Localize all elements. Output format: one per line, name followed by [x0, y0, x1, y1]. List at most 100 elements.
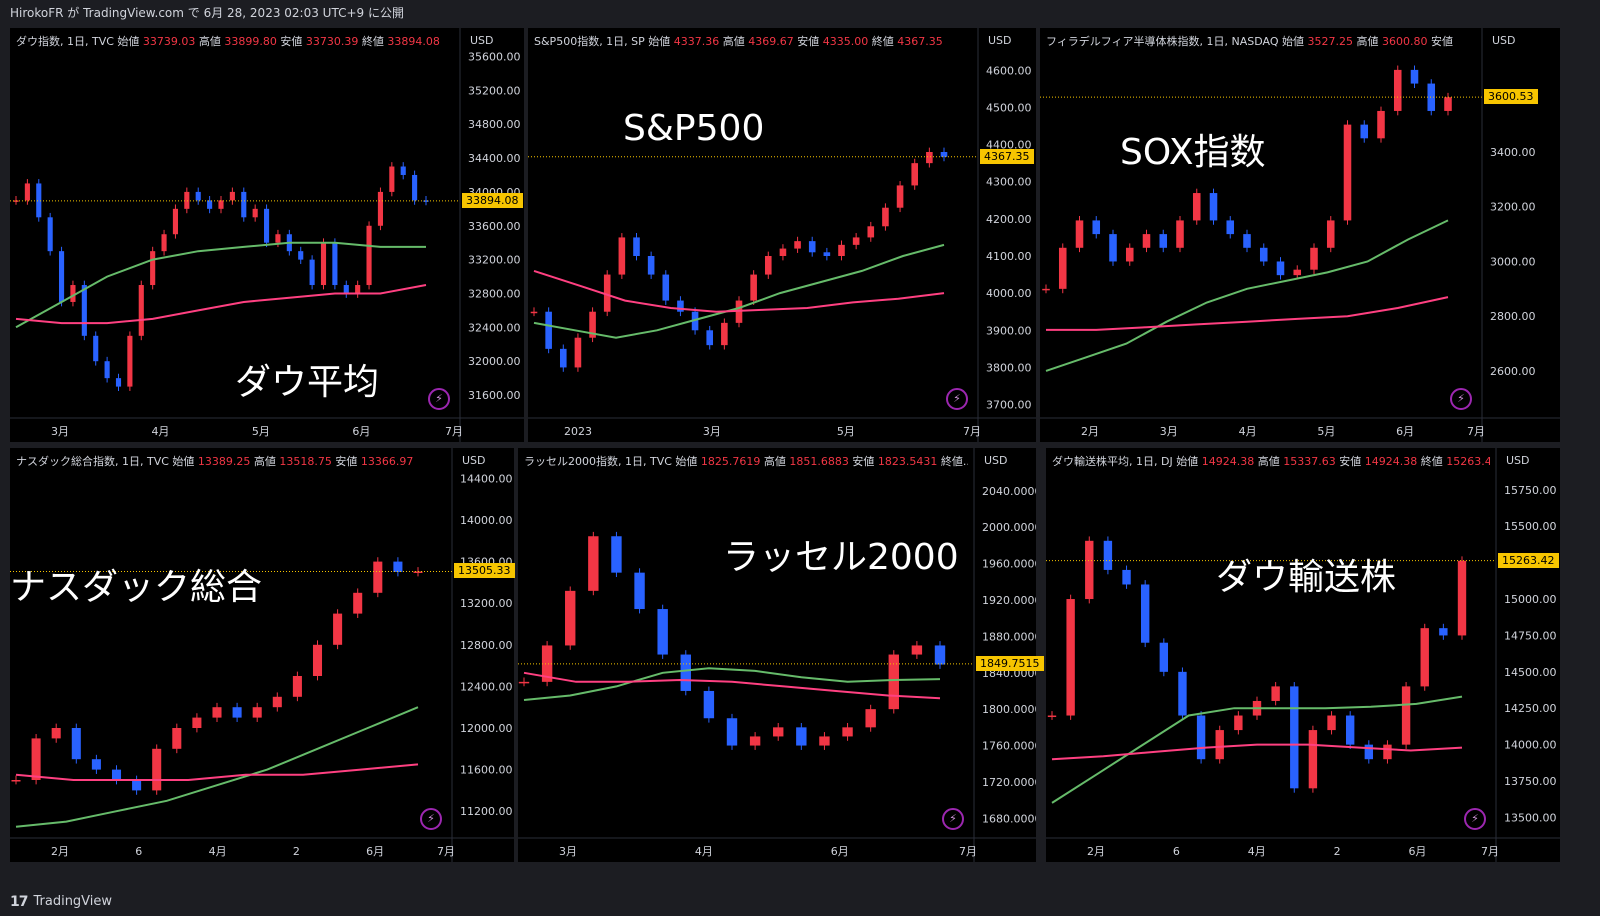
low-label: 安値	[280, 35, 303, 48]
candle-body	[662, 274, 670, 301]
lightning-icon[interactable]: ⚡	[1450, 388, 1472, 410]
candle-body	[1360, 124, 1369, 139]
candle-body	[726, 718, 738, 746]
y-tick-label: 1800.0000	[982, 703, 1036, 716]
high-value: 13518.75	[279, 455, 332, 468]
candle-body	[1058, 247, 1067, 289]
y-tick-label: 32400.00	[468, 321, 521, 334]
candle-body	[353, 592, 363, 614]
ma-line-green	[15, 241, 426, 329]
ma-line-pink	[15, 763, 419, 781]
currency-label: USD	[984, 454, 1008, 467]
candle-body	[749, 736, 761, 746]
candle-body	[263, 208, 270, 243]
x-tick-label: 6月	[352, 425, 370, 438]
currency-label: USD	[470, 34, 494, 47]
x-tick-label: 2023	[564, 425, 592, 438]
y-tick-label: 14750.00	[1504, 629, 1557, 642]
last-price-badge: 1849.7515	[976, 655, 1044, 671]
y-tick-label: 34800.00	[468, 118, 521, 131]
lightning-icon[interactable]: ⚡	[946, 388, 968, 410]
candle-body	[1293, 269, 1302, 276]
y-tick-label: 13500.00	[1504, 811, 1557, 824]
chart-panel-sp500[interactable]: 4600.00 4500.00 4400.00 4300.00 4200.00 4100.…	[528, 28, 1036, 442]
lightning-icon[interactable]: ⚡	[420, 808, 442, 830]
candle-body	[1226, 220, 1235, 235]
candle-body	[389, 166, 395, 192]
candle-body	[93, 335, 99, 362]
ma-line-pink	[1046, 296, 1449, 331]
ma-line-green	[533, 243, 945, 339]
chart-panel-transport[interactable]: 15750.0015500.0015250.0015000.0014750.00…	[1046, 448, 1560, 862]
candle-body	[926, 152, 933, 164]
x-tick-label: 7月	[959, 845, 977, 858]
low-value: 4335.00	[822, 35, 869, 48]
chart-svg: 15750.0015500.0015250.0015000.0014750.00…	[1046, 448, 1560, 862]
chart-panel-nasdaq[interactable]: 14400.00 14000.00 13600.00 13200.00 12800.00…	[10, 448, 515, 862]
low-value: 1823.5431	[877, 455, 938, 468]
candle-body	[36, 183, 42, 218]
x-tick-label: 2月	[1087, 845, 1105, 858]
candle-body	[1343, 124, 1352, 221]
candle-body	[796, 727, 807, 746]
candle-body	[152, 748, 162, 791]
x-tick-label: 3月	[1160, 425, 1178, 438]
candle-body	[71, 728, 81, 760]
candle-body	[91, 759, 101, 770]
x-tick-label: 6	[135, 845, 142, 858]
candle-body	[161, 234, 167, 252]
x-tick-label: 2月	[1081, 425, 1099, 438]
close-value: 4367.35	[897, 35, 943, 48]
candle-body	[888, 654, 899, 710]
candle-body	[1159, 234, 1168, 248]
chart-panel-dow[interactable]: 35600.0035200.0034800.0034400.0034000.00…	[10, 28, 524, 442]
candle-body	[1383, 744, 1392, 760]
candle-body	[691, 311, 699, 331]
x-tick-label: 3月	[559, 845, 577, 858]
candle-body	[252, 208, 258, 218]
chart-panel-russell[interactable]: 2040.0000 2000.0000 1960.0000 1920.0000 1880…	[518, 448, 1044, 862]
y-tick-label: 4300.00	[986, 176, 1032, 189]
candle-body	[1393, 69, 1402, 111]
low-value: 13366.97	[360, 455, 414, 468]
candle-body	[794, 241, 801, 249]
lightning-icon[interactable]: ⚡	[1464, 808, 1486, 830]
candle-body	[603, 274, 611, 312]
y-tick-label: 4200.00	[986, 213, 1032, 226]
candle-body	[1327, 715, 1336, 731]
low-label: 安値	[335, 455, 358, 468]
y-tick-label: 3200.00	[1490, 201, 1536, 214]
candle-body	[633, 237, 640, 256]
y-tick-label: 3000.00	[1490, 255, 1536, 268]
lightning-icon[interactable]: ⚡	[942, 808, 964, 830]
candle-body	[343, 285, 349, 294]
candle-body	[252, 707, 262, 718]
y-tick-label: 15500.00	[1504, 520, 1557, 533]
close-label: 終値...	[940, 455, 968, 468]
y-tick-label: 32800.00	[468, 287, 521, 300]
candle-body	[132, 780, 142, 791]
candle-body	[115, 378, 122, 387]
ma-line-green	[1045, 219, 1449, 372]
footer-brand: 17 TradingView	[10, 888, 112, 916]
candle-body	[1290, 686, 1299, 789]
candle-body	[31, 738, 41, 780]
candle-body	[1234, 715, 1243, 731]
last-price-badge: 13505.33	[454, 563, 515, 579]
x-tick-label: 4月	[695, 845, 713, 858]
close-label: 終値	[361, 35, 384, 48]
candle-body	[588, 536, 599, 591]
x-tick-label: 6月	[831, 845, 849, 858]
candle-body	[1259, 247, 1268, 262]
low-label: 安値	[1339, 455, 1362, 468]
y-tick-label: 4100.00	[986, 250, 1032, 263]
lightning-icon[interactable]: ⚡	[428, 388, 450, 410]
currency-label: USD	[1492, 34, 1516, 47]
candle-body	[867, 226, 875, 238]
chart-panel-sox[interactable]: 3400.00 3200.00 3000.00 2800.00 2600.00 2月 3月 4…	[1040, 28, 1560, 442]
high-value: 3600.80	[1382, 35, 1428, 48]
ohlc-legend: S&P500指数, 1日, SP 始値 4337.36 高値 4369.67 安…	[534, 33, 943, 49]
y-tick-label: 3700.00	[986, 399, 1032, 412]
candle-body	[172, 208, 179, 235]
x-tick-label: 2	[293, 845, 300, 858]
